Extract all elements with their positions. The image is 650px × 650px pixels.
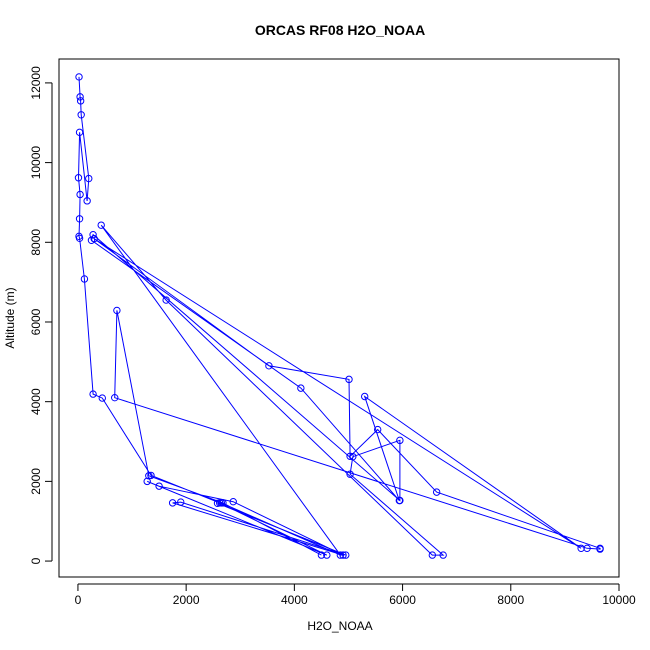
data-point bbox=[168, 499, 177, 507]
x-tick-label: 2000 bbox=[173, 593, 200, 607]
series-points bbox=[74, 73, 604, 559]
data-point bbox=[177, 498, 185, 506]
data-point bbox=[80, 275, 89, 283]
data-point bbox=[265, 362, 273, 370]
data-point bbox=[98, 394, 106, 402]
y-tick-label: 0 bbox=[29, 557, 43, 564]
data-point bbox=[346, 470, 354, 478]
data-point bbox=[155, 482, 163, 490]
data-point bbox=[345, 375, 353, 384]
data-point bbox=[395, 496, 404, 505]
data-point bbox=[336, 551, 345, 559]
data-point bbox=[439, 551, 447, 559]
data-point bbox=[77, 111, 85, 119]
x-axis: 0 2000 4000 6000 8000 10000 bbox=[75, 583, 636, 607]
data-point bbox=[76, 97, 85, 105]
data-point bbox=[76, 93, 84, 101]
data-point bbox=[428, 551, 437, 559]
data-point bbox=[90, 235, 98, 243]
data-point bbox=[373, 425, 382, 434]
y-tick-label: 8000 bbox=[29, 229, 43, 256]
x-tick-label: 10000 bbox=[602, 593, 636, 607]
x-tick-label: 4000 bbox=[281, 593, 308, 607]
data-point bbox=[89, 390, 97, 398]
data-point bbox=[346, 452, 354, 460]
data-point bbox=[229, 497, 237, 506]
data-point bbox=[583, 544, 591, 553]
x-axis-label: H2O_NOAA bbox=[307, 619, 372, 633]
data-point bbox=[145, 472, 153, 480]
data-point bbox=[396, 436, 404, 445]
data-point bbox=[75, 215, 84, 223]
data-point bbox=[349, 452, 357, 461]
data-point bbox=[317, 551, 326, 559]
data-point bbox=[75, 128, 84, 137]
y-tick-label: 10000 bbox=[29, 146, 43, 180]
x-tick-label: 8000 bbox=[497, 593, 524, 607]
data-point bbox=[219, 499, 227, 507]
y-axis-label: Altitude (m) bbox=[3, 287, 17, 348]
x-tick-label: 0 bbox=[75, 593, 82, 607]
data-point bbox=[323, 551, 331, 559]
chart-title: ORCAS RF08 H2O_NOAA bbox=[255, 22, 425, 38]
data-point bbox=[432, 488, 441, 496]
data-point bbox=[85, 174, 93, 183]
data-point bbox=[361, 392, 369, 401]
data-point bbox=[97, 221, 105, 229]
y-tick-label: 12000 bbox=[29, 66, 43, 100]
data-point bbox=[75, 73, 83, 81]
x-tick-label: 6000 bbox=[389, 593, 416, 607]
data-point bbox=[83, 197, 91, 205]
data-point bbox=[76, 190, 84, 199]
data-point bbox=[75, 234, 84, 243]
y-tick-label: 4000 bbox=[29, 388, 43, 415]
data-point bbox=[113, 306, 121, 315]
y-tick-label: 2000 bbox=[29, 468, 43, 495]
data-point bbox=[213, 499, 222, 507]
data-point bbox=[596, 545, 604, 553]
y-axis: 0 2000 4000 6000 8000 10000 12000 bbox=[29, 66, 53, 564]
data-point bbox=[342, 551, 350, 559]
y-tick-label: 6000 bbox=[29, 308, 43, 335]
data-point bbox=[339, 551, 347, 559]
data-point bbox=[297, 384, 305, 392]
plot-frame bbox=[58, 58, 620, 578]
data-point bbox=[162, 296, 170, 304]
data-point bbox=[74, 174, 83, 182]
data-point bbox=[111, 393, 119, 402]
